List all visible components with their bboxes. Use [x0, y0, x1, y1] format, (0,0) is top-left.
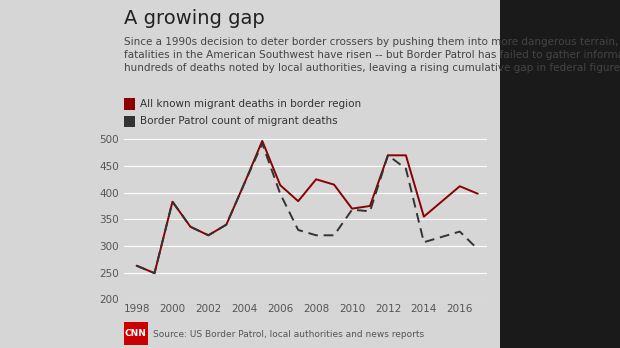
Text: A growing gap: A growing gap — [124, 9, 265, 28]
Text: Source: US Border Patrol, local authorities and news reports: Source: US Border Patrol, local authorit… — [153, 330, 423, 339]
Text: All known migrant deaths in border region: All known migrant deaths in border regio… — [140, 99, 361, 109]
Text: Since a 1990s decision to deter border crossers by pushing them into more danger: Since a 1990s decision to deter border c… — [124, 37, 620, 73]
Text: CNN: CNN — [125, 329, 147, 338]
Text: Border Patrol count of migrant deaths: Border Patrol count of migrant deaths — [140, 117, 337, 126]
